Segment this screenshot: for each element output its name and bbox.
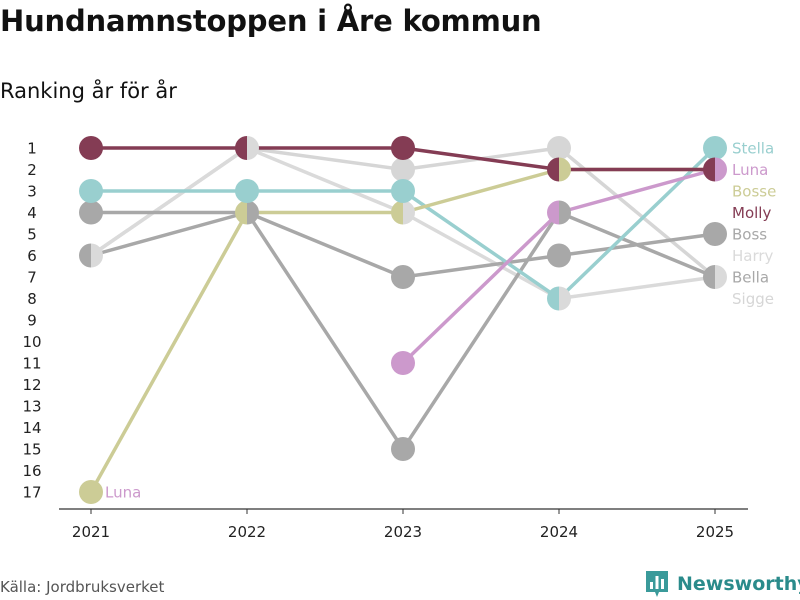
y-tick-label: 14 <box>22 419 41 437</box>
point-molly-2021 <box>79 136 103 160</box>
brand: Newsworthy <box>645 569 800 599</box>
y-tick-label: 5 <box>27 226 37 244</box>
point-bella-2025 <box>703 265 715 289</box>
y-tick-label: 8 <box>27 290 37 308</box>
point-stella-2023 <box>391 179 415 203</box>
point-stella-2024 <box>547 286 559 311</box>
point-bosse-2021 <box>79 480 103 504</box>
point-harry-2021 <box>91 243 104 268</box>
point-harry-2025 <box>715 265 727 289</box>
point-sigge-2024 <box>547 136 571 160</box>
y-tick-label: 3 <box>27 183 37 201</box>
point-luna-2024 <box>547 200 559 225</box>
end-label-boss: Boss <box>732 226 767 244</box>
y-tick-label: 17 <box>22 484 41 502</box>
point-stella-2022 <box>235 179 259 203</box>
y-tick-label: 2 <box>27 161 37 179</box>
brand-name: Newsworthy <box>677 573 800 595</box>
x-axis: 2021 2022 2023 2024 2025 <box>59 508 748 541</box>
end-labels: Stella Luna Bosse Molly Boss Harry Bella Sigge <box>732 140 776 309</box>
x-tick-label: 2024 <box>540 523 578 541</box>
point-bosse-2022 <box>235 200 247 225</box>
y-tick-label: 4 <box>27 204 37 222</box>
end-label-molly: Molly <box>732 204 771 222</box>
y-tick-label: 12 <box>22 376 41 394</box>
end-label-harry: Harry <box>732 247 774 265</box>
series-points <box>79 136 727 504</box>
chart-title: Hundnamnstoppen i Åre kommun <box>0 4 542 38</box>
y-tick-label: 11 <box>22 355 41 373</box>
point-harry-2022 <box>247 136 259 160</box>
y-tick-label: 15 <box>22 441 41 459</box>
point-stella-2025 <box>703 136 727 160</box>
x-tick-label: 2021 <box>72 523 110 541</box>
bump-chart: 2021 2022 2023 2024 2025 1234567891011121314… <box>22 136 776 541</box>
point-boss-2025 <box>703 222 727 246</box>
point-boss-2024 <box>547 243 571 268</box>
x-tick-label: 2023 <box>384 523 422 541</box>
y-tick-label: 7 <box>27 269 37 287</box>
end-label-bosse: Bosse <box>732 183 776 201</box>
point-luna-2023 <box>391 351 415 375</box>
y-tick-label: 13 <box>22 398 41 416</box>
end-label-sigge: Sigge <box>732 290 774 308</box>
y-tick-label: 9 <box>27 312 37 330</box>
point-bella-2024 <box>559 200 571 225</box>
x-tick-label: 2022 <box>228 523 266 541</box>
bar-chart-logo-icon <box>646 571 668 597</box>
x-tick-label: 2025 <box>696 523 734 541</box>
point-bella-2023 <box>391 437 415 461</box>
point-molly-2024 <box>547 157 559 182</box>
point-bosse-2023 <box>391 200 403 225</box>
source-note: Källa: Jordbruksverket <box>0 578 165 596</box>
y-tick-label: 16 <box>22 462 41 480</box>
point-bosse-2024 <box>559 157 571 182</box>
point-harry-2023 <box>403 200 416 225</box>
point-harry-2024 <box>559 286 571 311</box>
y-tick-label: 10 <box>22 333 41 351</box>
point-molly-2022 <box>235 136 247 160</box>
end-label-stella: Stella <box>732 140 774 158</box>
end-label-luna: Luna <box>732 161 768 179</box>
point-boss-2023 <box>391 265 415 289</box>
annotations: Luna <box>105 484 141 502</box>
point-molly-2025 <box>703 157 715 182</box>
point-bella-2022 <box>247 200 259 225</box>
end-label-bella: Bella <box>732 269 769 287</box>
point-sigge-2023 <box>391 157 415 182</box>
point-bella-2021 <box>79 200 103 225</box>
point-stella-2021 <box>79 179 103 203</box>
point-luna-2025 <box>715 157 727 182</box>
y-tick-label: 6 <box>27 247 37 265</box>
point-boss-2021 <box>79 243 91 268</box>
annotation-luna: Luna <box>105 484 141 502</box>
y-tick-label: 1 <box>27 140 37 158</box>
point-molly-2023 <box>391 136 415 160</box>
chart-subtitle: Ranking år för år <box>0 79 177 103</box>
